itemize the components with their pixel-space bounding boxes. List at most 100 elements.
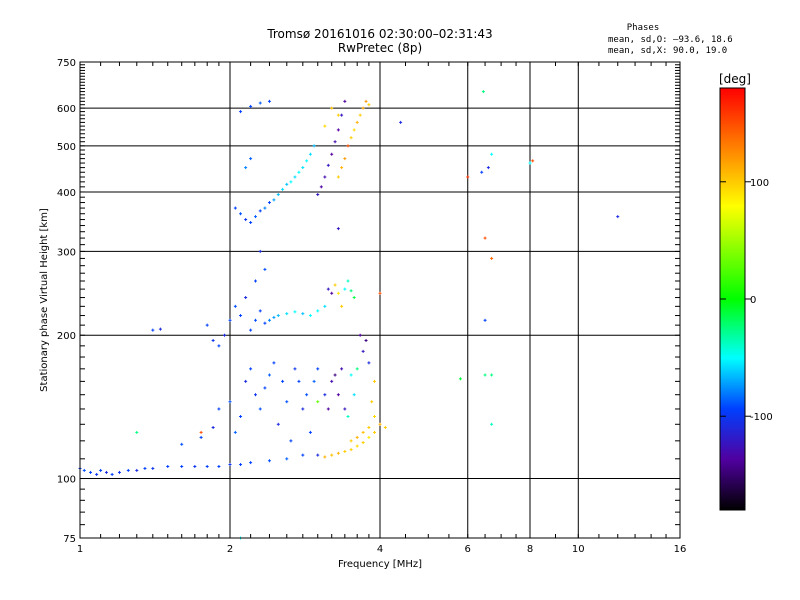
- data-point: [361, 106, 365, 110]
- data-point: [253, 318, 257, 322]
- data-point: [263, 321, 267, 325]
- data-point: [249, 461, 253, 465]
- data-point: [258, 249, 262, 253]
- axes-layer: 1 2 4 6 8 10 16 75 100 200 300 400 500 600 750: [57, 58, 686, 555]
- data-point: [336, 113, 340, 117]
- data-point: [126, 468, 130, 472]
- data-point: [281, 187, 285, 191]
- data-point: [267, 201, 271, 205]
- data-point: [239, 414, 243, 418]
- data-point: [370, 400, 374, 404]
- phase-stats-o: mean, sd,O: –93.6, 18.6: [608, 35, 733, 45]
- data-point: [211, 338, 215, 342]
- data-point: [199, 435, 203, 439]
- data-point: [316, 309, 320, 313]
- data-point: [151, 328, 155, 332]
- data-point: [253, 393, 257, 397]
- data-point: [285, 182, 289, 186]
- data-point: [166, 464, 170, 468]
- chart-title: Tromsø 20161016 02:30:00–02:31:43: [266, 27, 492, 41]
- data-point: [263, 206, 267, 210]
- data-point: [217, 464, 221, 468]
- data-point: [205, 323, 209, 327]
- data-point: [135, 468, 139, 472]
- data-point: [364, 338, 368, 342]
- data-point: [490, 422, 494, 426]
- data-point: [346, 414, 350, 418]
- data-point: [249, 157, 253, 161]
- data-point: [301, 166, 305, 170]
- chart-subtitle: RwPretec (8p): [338, 41, 422, 55]
- data-point: [297, 379, 301, 383]
- data-point: [258, 101, 262, 105]
- data-point: [483, 318, 487, 322]
- colorbar-tick-label: -100: [750, 412, 773, 423]
- data-point: [326, 287, 330, 291]
- data-point: [244, 166, 248, 170]
- x-tick-label: 6: [465, 544, 471, 555]
- data-point: [293, 310, 297, 314]
- data-point: [249, 221, 253, 225]
- data-point: [253, 215, 257, 219]
- data-point: [361, 441, 365, 445]
- data-point: [352, 393, 356, 397]
- data-point: [239, 110, 243, 114]
- x-tick-label: 16: [674, 544, 687, 555]
- data-point: [333, 373, 337, 377]
- y-tick-label: 200: [57, 331, 76, 342]
- data-point: [272, 315, 276, 319]
- data-point: [217, 344, 221, 348]
- data-point: [528, 161, 532, 165]
- data-point: [82, 468, 86, 472]
- y-tick-label: 400: [57, 188, 76, 199]
- data-point: [343, 99, 347, 103]
- data-point: [355, 367, 359, 371]
- data-point: [244, 379, 248, 383]
- data-point: [367, 435, 371, 439]
- data-point: [158, 327, 162, 331]
- data-point: [373, 379, 377, 383]
- data-point: [308, 152, 312, 156]
- y-tick-label: 750: [57, 58, 76, 69]
- data-point: [258, 209, 262, 213]
- data-point: [239, 463, 243, 467]
- data-point: [355, 435, 359, 439]
- x-tick-label: 1: [77, 544, 83, 555]
- data-point: [330, 291, 334, 295]
- data-point: [267, 318, 271, 322]
- data-point: [340, 304, 344, 308]
- data-point: [367, 103, 371, 107]
- data-point: [199, 430, 203, 434]
- data-point: [490, 152, 494, 156]
- data-point: [289, 439, 293, 443]
- data-point: [193, 464, 197, 468]
- data-point: [301, 453, 305, 457]
- grid-layer: [80, 62, 680, 538]
- data-point: [378, 291, 382, 295]
- data-point: [276, 314, 280, 318]
- data-point: [316, 367, 320, 371]
- colorbar-ticks: 100 0 -100: [720, 178, 773, 423]
- x-tick-label: 8: [527, 544, 533, 555]
- data-point: [89, 470, 93, 474]
- data-point: [323, 175, 327, 179]
- data-point: [110, 472, 114, 476]
- data-point: [458, 377, 462, 381]
- data-point: [289, 180, 293, 184]
- data-point: [211, 425, 215, 429]
- data-point: [205, 464, 209, 468]
- data-point: [312, 379, 316, 383]
- data-point: [383, 425, 387, 429]
- y-tick-label: 500: [57, 142, 76, 153]
- data-point: [297, 170, 301, 174]
- data-point: [343, 287, 347, 291]
- data-point: [330, 379, 334, 383]
- data-point: [483, 236, 487, 240]
- data-point: [364, 99, 368, 103]
- data-point: [99, 468, 103, 472]
- data-point: [276, 193, 280, 197]
- plot-frame: [79, 61, 681, 539]
- data-point: [263, 267, 267, 271]
- data-point: [151, 466, 155, 470]
